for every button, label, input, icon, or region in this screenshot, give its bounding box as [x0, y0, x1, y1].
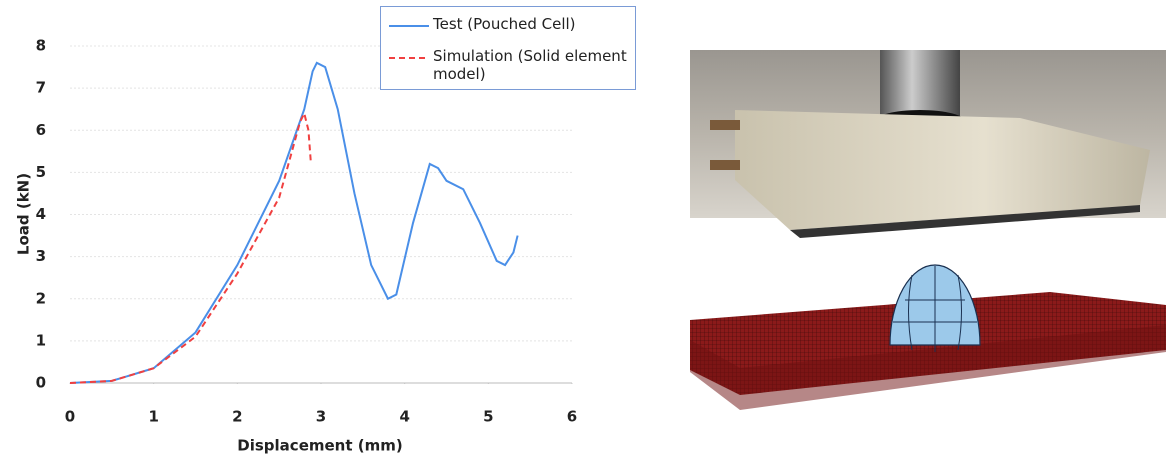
y-tick-label: 3 [36, 247, 46, 265]
x-tick-label: 4 [399, 408, 409, 426]
x-tick-label: 6 [567, 408, 577, 426]
legend-item: Test (Pouched Cell) [389, 15, 629, 33]
y-tick-label: 5 [36, 163, 46, 181]
x-axis-label: Displacement (mm) [237, 437, 402, 455]
legend-swatch [389, 57, 429, 59]
legend-item: Simulation (Solid element model) [389, 47, 629, 83]
y-tick-label: 8 [36, 37, 46, 55]
x-tick-label: 0 [65, 408, 75, 426]
x-tick-label: 3 [316, 408, 326, 426]
x-tick-label: 2 [232, 408, 242, 426]
y-tick-label: 1 [36, 331, 46, 349]
series-line [70, 113, 311, 383]
legend-swatch [389, 25, 429, 27]
legend-label: Simulation (Solid element model) [433, 47, 629, 83]
legend-label: Test (Pouched Cell) [433, 15, 576, 33]
fe-model [690, 265, 1166, 410]
y-tick-label: 7 [36, 79, 46, 97]
page: Load (kN) Displacement (mm) 0 1 2 3 4 5 6 7 8 0 1 2… [0, 0, 1168, 464]
legend: Test (Pouched Cell) Simulation (Solid ele… [380, 6, 636, 90]
photo [690, 50, 1166, 238]
x-tick-label: 1 [148, 408, 158, 426]
y-tick-label: 2 [36, 289, 46, 307]
x-tick-label: 5 [483, 408, 493, 426]
series-line [70, 63, 518, 383]
y-tick-label: 0 [36, 374, 46, 392]
y-tick-label: 6 [36, 121, 46, 139]
y-axis-label: Load (kN) [15, 173, 33, 255]
y-tick-label: 4 [36, 205, 46, 223]
